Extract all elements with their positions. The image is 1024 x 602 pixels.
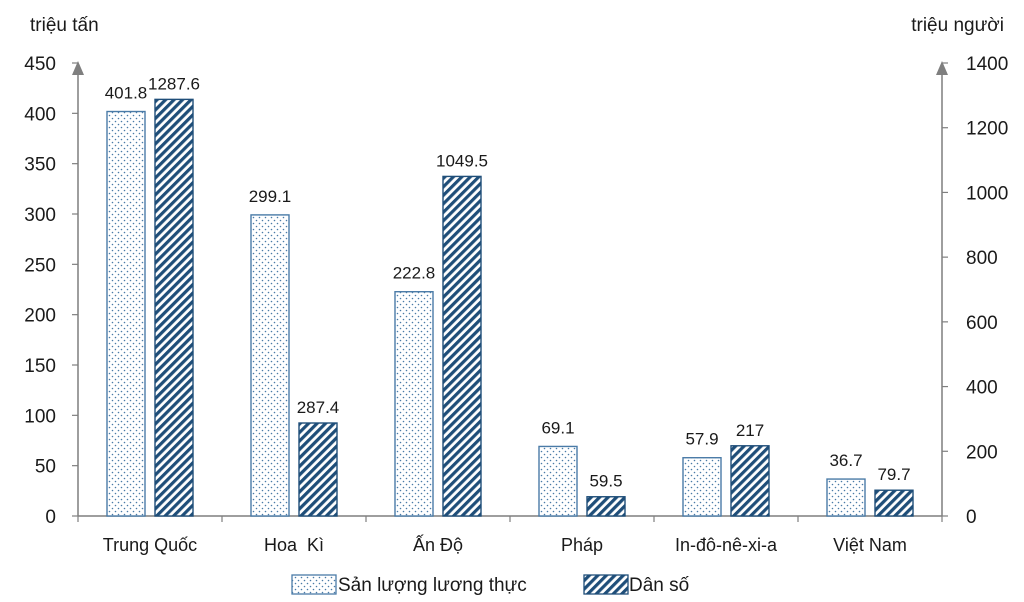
data-label-food-output: 222.8 [393, 264, 436, 283]
bar-food-output [106, 110, 146, 517]
data-labels-group: 401.8 1287.6 299.1 287.4 222.8 1049.5 69.1 59.5… [105, 74, 911, 490]
bar-food-output [538, 445, 578, 517]
left-tick-label: 100 [24, 406, 56, 427]
right-y-axis-arrow [936, 61, 948, 75]
bar-food-output [394, 291, 434, 517]
legend-swatch-population [583, 574, 629, 595]
right-tick-label: 800 [966, 248, 998, 269]
right-tick-label: 1400 [966, 54, 1008, 75]
right-axis-ticks: 0 200 400 600 800 1000 1200 1400 [942, 54, 1008, 528]
chart-axes [72, 61, 948, 517]
bar-food-output [250, 214, 290, 517]
data-label-population: 59.5 [589, 472, 622, 491]
right-tick-label: 1200 [966, 119, 1008, 140]
data-label-food-output: 69.1 [541, 418, 574, 437]
right-tick-label: 600 [966, 313, 998, 334]
category-label: Ấn Độ [413, 534, 463, 555]
bar-population [874, 489, 914, 517]
left-axis-ticks: 0 50 100 150 200 250 300 350 400 450 [24, 54, 78, 528]
bar-population [586, 496, 626, 517]
left-tick-label: 50 [35, 457, 56, 478]
right-axis-unit-label: triệu người [911, 15, 1004, 36]
data-label-food-output: 299.1 [249, 187, 292, 206]
bars-group [106, 98, 914, 517]
right-tick-label: 400 [966, 378, 998, 399]
category-label: Hoa Kì [264, 535, 324, 555]
left-tick-label: 200 [24, 306, 56, 327]
data-label-population: 1049.5 [436, 151, 488, 170]
x-axis-ticks [77, 516, 943, 522]
data-label-population: 1287.6 [148, 74, 200, 93]
left-tick-label: 150 [24, 356, 56, 377]
category-label: Việt Nam [833, 535, 907, 555]
data-label-population: 79.7 [877, 465, 910, 484]
left-tick-label: 400 [24, 104, 56, 125]
right-tick-label: 0 [966, 507, 977, 528]
bar-population [730, 445, 770, 517]
data-label-population: 217 [736, 421, 764, 440]
left-tick-label: 450 [24, 54, 56, 75]
data-label-food-output: 57.9 [685, 430, 718, 449]
bar-food-output [682, 457, 722, 517]
bar-population [442, 175, 482, 517]
bar-food-output [826, 478, 866, 517]
left-tick-label: 300 [24, 205, 56, 226]
right-tick-label: 200 [966, 442, 998, 463]
data-label-food-output: 401.8 [105, 84, 148, 103]
category-labels-group: Trung Quốc Hoa Kì Ấn Độ Pháp In-đô-nê-xi-a Vi… [103, 534, 907, 555]
chart-legend: Sản lượng lương thực Dân số [291, 574, 690, 596]
legend-label-food-output: Sản lượng lương thực [338, 575, 527, 596]
left-axis-unit-label: triệu tấn [30, 15, 99, 36]
category-label: Pháp [561, 535, 603, 555]
legend-label-population: Dân số [629, 575, 690, 596]
category-label: In-đô-nê-xi-a [675, 535, 778, 555]
right-tick-label: 1000 [966, 183, 1008, 204]
bar-population [298, 422, 338, 517]
left-tick-label: 250 [24, 255, 56, 276]
left-tick-label: 350 [24, 155, 56, 176]
legend-swatch-food-output [291, 574, 337, 595]
data-label-food-output: 36.7 [829, 451, 862, 470]
left-y-axis-arrow [72, 61, 84, 75]
category-label: Trung Quốc [103, 535, 197, 555]
data-label-population: 287.4 [297, 398, 340, 417]
bar-population [154, 98, 194, 517]
left-tick-label: 0 [45, 507, 56, 528]
